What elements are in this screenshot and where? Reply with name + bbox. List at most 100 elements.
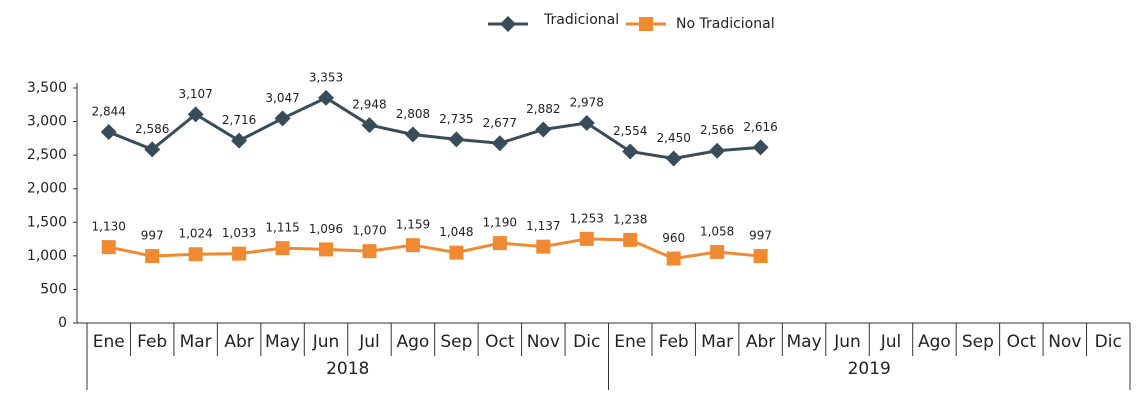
data-label: 2,677 xyxy=(483,116,517,130)
x-tick-label: Dic xyxy=(573,332,600,352)
point xyxy=(362,244,377,259)
data-label: 1,137 xyxy=(526,219,560,233)
x-tick-label: Jun xyxy=(312,332,340,352)
x-tick-label: Ago xyxy=(397,332,430,352)
x-tick-label: Nov xyxy=(527,332,560,352)
data-label: 997 xyxy=(749,229,772,243)
y-tick-label: 3,000 xyxy=(27,114,67,130)
x-group-label: 2019 xyxy=(848,359,891,379)
data-label: 1,238 xyxy=(613,212,647,226)
x-tick-label: Ene xyxy=(614,332,646,352)
x-tick-label: Mar xyxy=(701,332,733,352)
point xyxy=(275,241,290,256)
point xyxy=(492,236,507,251)
point xyxy=(188,247,203,262)
x-tick-label: Sep xyxy=(962,332,994,352)
point xyxy=(709,142,726,159)
x-tick-label: Jul xyxy=(358,332,380,352)
x-tick-label: Jul xyxy=(880,332,902,352)
point xyxy=(144,141,161,158)
legend-label: No Tradicional xyxy=(676,16,775,32)
series-line xyxy=(108,237,761,261)
point xyxy=(535,121,552,138)
x-tick-label: May xyxy=(265,332,300,352)
point xyxy=(319,242,334,257)
x-tick-label: Mar xyxy=(180,332,212,352)
point xyxy=(405,238,420,253)
data-label: 2,716 xyxy=(222,113,256,127)
x-tick-label: May xyxy=(786,332,821,352)
data-label: 1,048 xyxy=(439,225,473,239)
data-label: 1,130 xyxy=(92,220,126,234)
point xyxy=(622,143,639,160)
data-label: 1,253 xyxy=(570,211,604,225)
data-label: 2,566 xyxy=(700,123,734,137)
y-tick-label: 1,000 xyxy=(27,248,67,264)
data-label: 2,808 xyxy=(396,107,430,121)
x-tick-label: Feb xyxy=(137,332,167,352)
x-tick-label: Dic xyxy=(1095,332,1122,352)
y-tick-label: 500 xyxy=(40,281,67,297)
data-label: 3,047 xyxy=(265,91,299,105)
point xyxy=(145,249,160,264)
data-label: 2,735 xyxy=(439,112,473,126)
data-label: 2,450 xyxy=(657,131,691,145)
point xyxy=(579,231,594,246)
y-tick-label: 2,500 xyxy=(27,147,67,163)
data-label: 1,190 xyxy=(483,216,517,230)
x-tick-label: Oct xyxy=(485,332,515,352)
data-label: 2,882 xyxy=(526,102,560,116)
data-label: 2,616 xyxy=(743,120,777,134)
data-label: 1,159 xyxy=(396,218,430,232)
data-label: 1,070 xyxy=(352,224,386,238)
data-label: 1,115 xyxy=(265,221,299,235)
point xyxy=(100,124,117,141)
data-label: 1,096 xyxy=(309,222,343,236)
x-tick-label: Ene xyxy=(93,332,125,352)
point xyxy=(101,240,116,255)
data-label: 2,978 xyxy=(570,96,604,110)
point xyxy=(666,251,681,266)
point xyxy=(448,131,465,148)
y-tick-label: 1,500 xyxy=(27,214,67,230)
y-tick-label: 2,000 xyxy=(27,181,67,197)
x-tick-label: Ago xyxy=(918,332,951,352)
point xyxy=(318,89,335,106)
point xyxy=(665,150,682,167)
x-tick-label: Jun xyxy=(833,332,861,352)
legend-marker xyxy=(639,17,653,31)
point xyxy=(578,115,595,132)
point xyxy=(361,117,378,134)
legend-label: Tradicional xyxy=(543,12,619,28)
y-tick-label: 3,500 xyxy=(27,80,67,96)
data-label: 2,554 xyxy=(613,124,647,138)
x-tick-label: Abr xyxy=(224,332,253,352)
x-group-label: 2018 xyxy=(326,359,369,379)
data-label: 2,586 xyxy=(135,122,169,136)
point xyxy=(753,249,768,264)
point xyxy=(536,239,551,254)
point xyxy=(449,245,464,260)
data-label: 1,058 xyxy=(700,224,734,238)
data-label: 960 xyxy=(662,231,685,245)
point xyxy=(232,246,247,261)
data-label: 3,353 xyxy=(309,70,343,84)
x-tick-label: Nov xyxy=(1048,332,1081,352)
x-tick-label: Oct xyxy=(1007,332,1037,352)
point xyxy=(710,244,725,259)
x-tick-label: Abr xyxy=(746,332,775,352)
point xyxy=(752,139,769,156)
y-tick-label: 0 xyxy=(58,315,67,331)
point xyxy=(404,126,421,143)
point xyxy=(187,106,204,123)
x-tick-label: Feb xyxy=(659,332,689,352)
x-tick-label: Sep xyxy=(440,332,472,352)
point xyxy=(623,232,638,247)
point xyxy=(231,132,248,149)
series-line xyxy=(108,96,761,161)
point xyxy=(274,110,291,127)
data-label: 2,844 xyxy=(92,105,126,119)
data-label: 2,948 xyxy=(352,98,386,112)
legend-marker xyxy=(500,16,516,32)
